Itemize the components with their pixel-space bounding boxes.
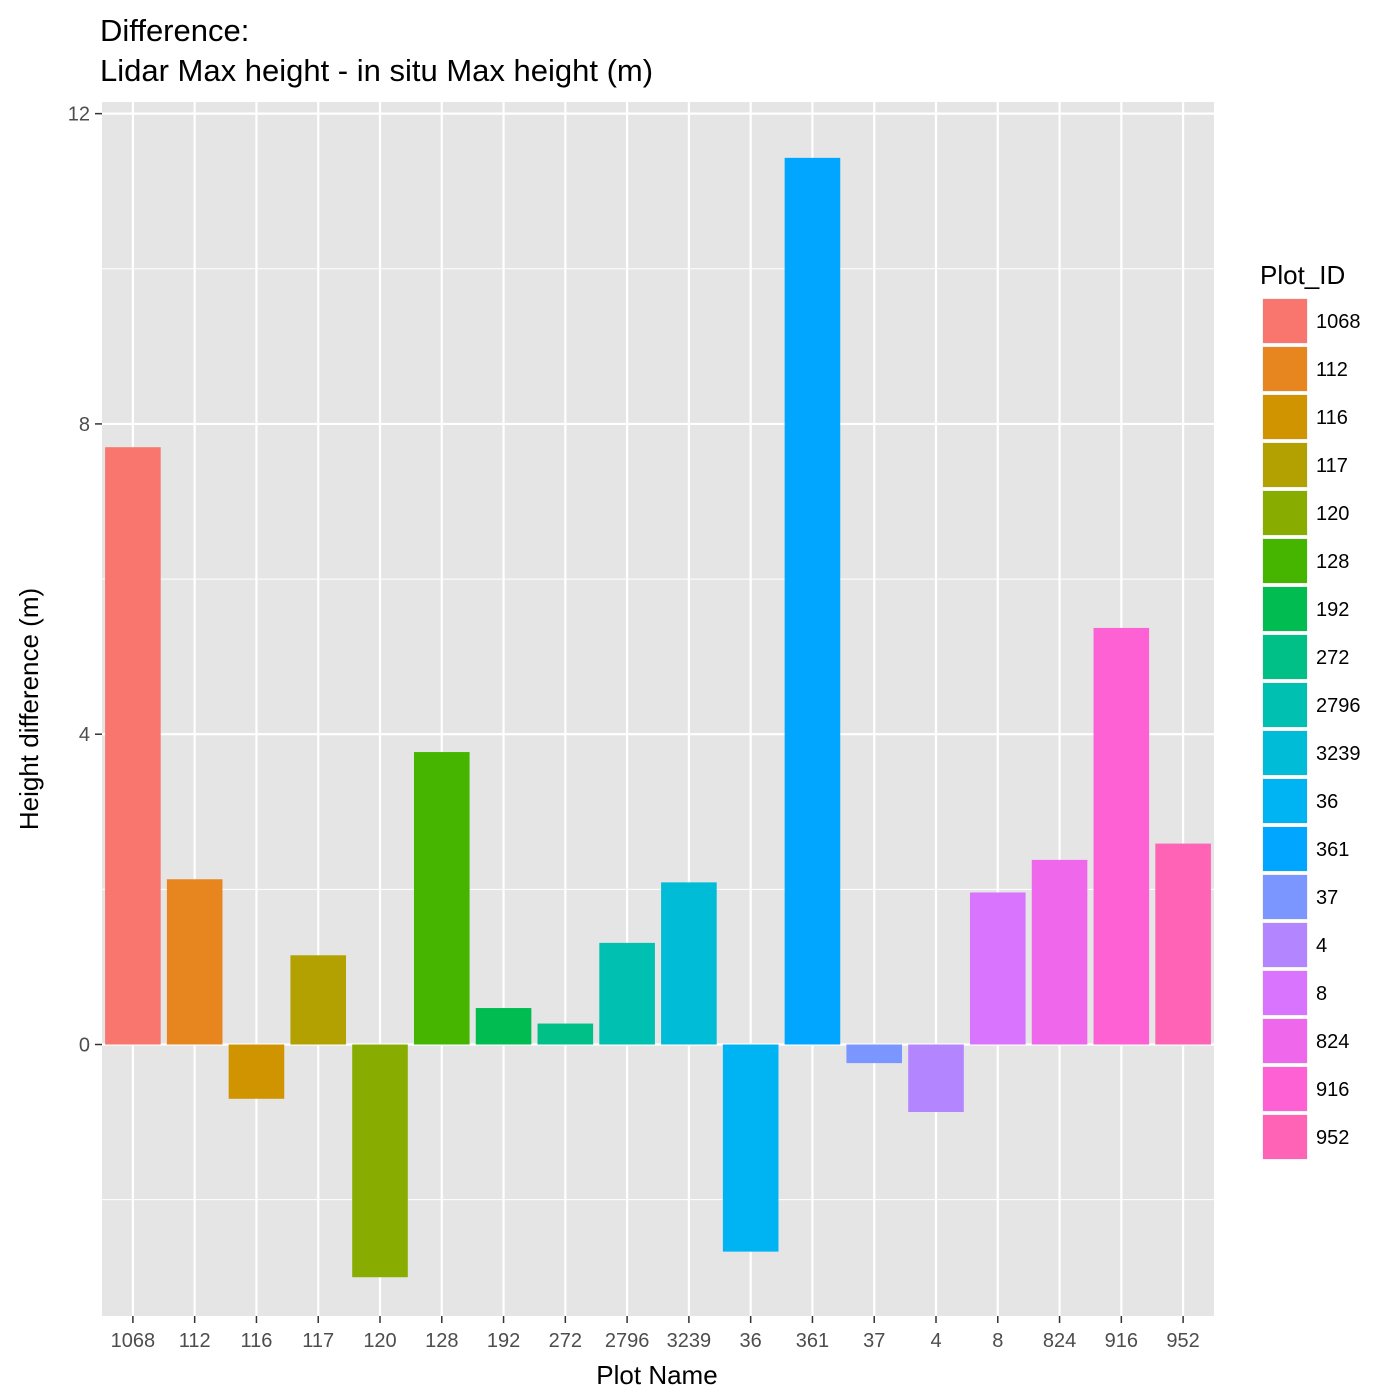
legend-label: 128: [1316, 551, 1349, 573]
legend-label: 112: [1316, 359, 1348, 381]
legend-label: 916: [1316, 1079, 1349, 1101]
x-tick-label: 272: [549, 1330, 582, 1352]
legend-swatch-272: [1263, 635, 1307, 679]
bar-3239: [661, 882, 717, 1045]
bars: [105, 157, 1211, 1278]
plot-panel: [102, 102, 1214, 1316]
legend-items: 1068 112 116 117 120 128 192 272 2796 3239 36 361 37…: [1262, 298, 1361, 1160]
legend-label: 36: [1316, 791, 1338, 813]
x-tick-label: 37: [863, 1330, 885, 1352]
bar-2796: [599, 942, 655, 1045]
bar-4: [908, 1044, 964, 1112]
legend-swatch-112: [1263, 347, 1307, 391]
x-tick-label: 120: [363, 1330, 396, 1352]
x-axis-title: Plot Name: [596, 1360, 717, 1390]
x-tick-label: 3239: [667, 1330, 712, 1352]
bar-272: [537, 1023, 594, 1045]
bar-8: [969, 892, 1026, 1045]
legend-swatch-824: [1263, 1019, 1307, 1063]
bar-112: [166, 879, 223, 1045]
x-tick-label: 824: [1043, 1330, 1076, 1352]
x-tick-label: 116: [240, 1330, 272, 1352]
legend-swatch-361: [1263, 827, 1307, 871]
y-axis: 0 4 8 12: [68, 104, 102, 1056]
legend-swatch-36: [1263, 779, 1307, 823]
bar-192: [475, 1008, 532, 1045]
legend-label: 37: [1316, 887, 1338, 909]
bar-116: [228, 1044, 285, 1099]
legend-swatch-1068: [1263, 299, 1307, 343]
x-tick-label: 361: [796, 1330, 829, 1352]
legend-swatch-916: [1263, 1067, 1307, 1111]
x-tick-label: 916: [1105, 1330, 1138, 1352]
legend-label: 272: [1316, 647, 1349, 669]
legend-swatch-2796: [1263, 683, 1307, 727]
legend-swatch-128: [1263, 539, 1307, 583]
bar-1068: [105, 447, 161, 1045]
bar-117: [290, 955, 347, 1045]
legend-swatch-120: [1263, 491, 1307, 535]
y-tick-label: 8: [79, 414, 90, 436]
x-tick-label: 2796: [605, 1330, 650, 1352]
y-axis-title: Height difference (m): [14, 588, 44, 830]
legend-swatch-952: [1263, 1115, 1307, 1159]
bar-916: [1093, 627, 1150, 1045]
legend-label: 2796: [1316, 695, 1361, 717]
x-tick-label: 128: [425, 1330, 458, 1352]
y-tick-label: 0: [79, 1034, 90, 1056]
x-tick-label: 117: [302, 1330, 334, 1352]
x-tick-label: 4: [930, 1330, 941, 1352]
x-tick-label: 36: [740, 1330, 762, 1352]
chart-subtitle: Lidar Max height - in situ Max height (m…: [100, 53, 653, 88]
bar-37: [846, 1044, 903, 1064]
x-tick-label: 952: [1166, 1330, 1199, 1352]
legend-label: 3239: [1316, 743, 1361, 765]
legend-label: 117: [1316, 455, 1348, 477]
x-tick-label: 1068: [111, 1330, 156, 1352]
bar-36: [722, 1044, 779, 1252]
legend-label: 4: [1316, 935, 1327, 957]
legend-label: 192: [1316, 599, 1349, 621]
x-tick-label: 192: [487, 1330, 520, 1352]
legend-label: 8: [1316, 983, 1327, 1005]
bar-361: [784, 157, 841, 1045]
legend-swatch-116: [1263, 395, 1307, 439]
chart-title: Difference:: [100, 13, 249, 48]
y-tick-label: 4: [79, 724, 90, 746]
bar-824: [1031, 859, 1088, 1045]
bar-952: [1155, 843, 1211, 1045]
legend-label: 120: [1316, 503, 1349, 525]
legend: Plot_ID 1068 112 116 117 120 128 192 272 2796 323…: [1260, 260, 1361, 1160]
legend-title: Plot_ID: [1260, 260, 1345, 290]
legend-label: 952: [1316, 1127, 1349, 1149]
legend-swatch-192: [1263, 587, 1307, 631]
legend-swatch-3239: [1263, 731, 1307, 775]
legend-label: 116: [1316, 407, 1348, 429]
x-tick-label: 8: [992, 1330, 1003, 1352]
legend-swatch-8: [1263, 971, 1307, 1015]
x-tick-label: 112: [179, 1330, 211, 1352]
bar-128: [413, 752, 470, 1045]
x-axis: 1068 112 116 117 120 128 192 272 2796 3239 36 361 37…: [111, 1316, 1200, 1352]
grid-minor: [102, 268, 1214, 1201]
legend-label: 361: [1316, 839, 1349, 861]
y-tick-label: 12: [68, 104, 90, 126]
legend-label: 1068: [1316, 311, 1361, 333]
legend-swatch-4: [1263, 923, 1307, 967]
legend-swatch-37: [1263, 875, 1307, 919]
legend-swatch-117: [1263, 443, 1307, 487]
legend-label: 824: [1316, 1031, 1349, 1053]
bar-120: [352, 1044, 408, 1278]
